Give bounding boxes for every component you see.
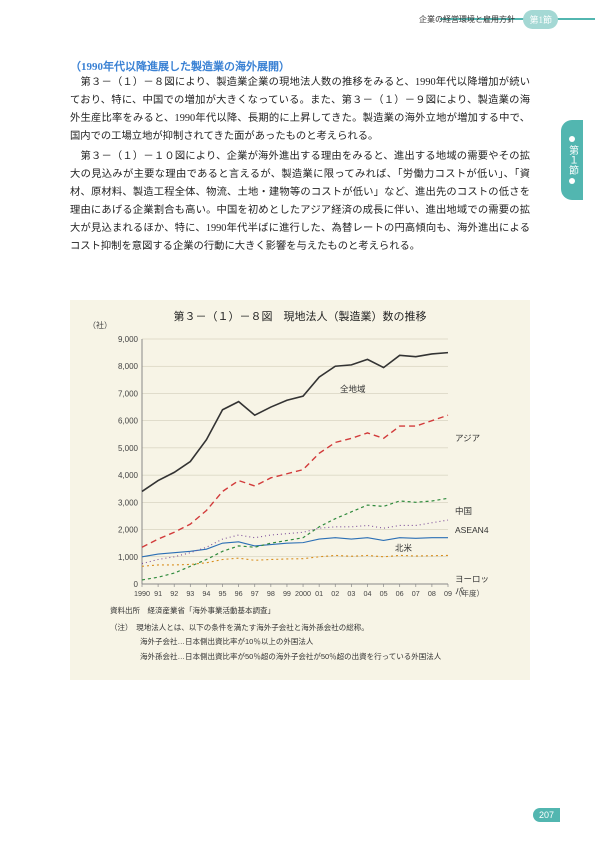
- svg-text:97: 97: [251, 589, 259, 598]
- breadcrumb: 企業の経営環境と雇用方針: [419, 14, 515, 25]
- svg-text:1,000: 1,000: [118, 553, 139, 562]
- svg-text:93: 93: [186, 589, 194, 598]
- series-label: アジア: [455, 432, 480, 444]
- svg-text:08: 08: [428, 589, 436, 598]
- series-label: ASEAN4: [455, 525, 489, 535]
- svg-text:4,000: 4,000: [118, 471, 139, 480]
- svg-text:6,000: 6,000: [118, 417, 139, 426]
- chart-note-2: 海外子会社…日本側出資比率が10％以上の外国法人: [70, 637, 530, 652]
- svg-text:7,000: 7,000: [118, 389, 139, 398]
- svg-text:99: 99: [283, 589, 291, 598]
- chart-note-3: 海外孫会社…日本側出資比率が50％超の海外子会社が50％超の出資を行っている外国…: [70, 652, 530, 667]
- side-tab-label: 第１節: [565, 145, 580, 175]
- svg-text:2000: 2000: [295, 589, 311, 598]
- svg-text:2,000: 2,000: [118, 526, 139, 535]
- chart-svg: 0 1,000 2,000 3,000 4,000 5,000 6,000 7,000 8,00…: [110, 329, 490, 609]
- svg-text:5,000: 5,000: [118, 444, 139, 453]
- svg-text:03: 03: [347, 589, 355, 598]
- svg-text:0: 0: [134, 580, 139, 589]
- svg-text:1990: 1990: [134, 589, 150, 598]
- svg-text:02: 02: [331, 589, 339, 598]
- svg-text:05: 05: [380, 589, 388, 598]
- section-tag: 第1節: [523, 10, 558, 29]
- chart-title: 第３－（１）－８図 現地法人（製造業）数の推移: [70, 300, 530, 324]
- side-tab: 第１節: [561, 120, 583, 200]
- svg-text:01: 01: [315, 589, 323, 598]
- svg-text:8,000: 8,000: [118, 362, 139, 371]
- chart-figure: 第３－（１）－８図 現地法人（製造業）数の推移 （社） 0 1,000 2,000 3…: [70, 300, 530, 680]
- subsection-heading: （1990年代以降進展した製造業の海外展開）: [70, 58, 290, 74]
- series-label: ヨーロッパ: [455, 573, 490, 597]
- chart-y-unit: （社）: [88, 320, 112, 331]
- dot-icon: [569, 178, 575, 184]
- chart-plot-area: 0 1,000 2,000 3,000 4,000 5,000 6,000 7,000 8,00…: [110, 329, 490, 609]
- svg-text:96: 96: [235, 589, 243, 598]
- svg-text:06: 06: [396, 589, 404, 598]
- dot-icon: [569, 136, 575, 142]
- svg-text:9,000: 9,000: [118, 335, 139, 344]
- series-label: 全地域: [340, 383, 366, 395]
- svg-text:09: 09: [444, 589, 452, 598]
- body-paragraph-2: 第３－（１）－１０図により、企業が海外進出する理由をみると、進出する地域の需要や…: [70, 148, 530, 256]
- svg-text:3,000: 3,000: [118, 498, 139, 507]
- svg-text:98: 98: [267, 589, 275, 598]
- svg-text:94: 94: [202, 589, 210, 598]
- series-label: 中国: [455, 505, 472, 517]
- series-label: 北米: [395, 542, 412, 554]
- chart-note-1: （注） 現地法人とは、以下の条件を満たす海外子会社と海外孫会社の総称。: [70, 621, 530, 638]
- svg-text:92: 92: [170, 589, 178, 598]
- svg-text:04: 04: [363, 589, 371, 598]
- page-number: 207: [533, 808, 560, 822]
- svg-text:95: 95: [219, 589, 227, 598]
- svg-text:91: 91: [154, 589, 162, 598]
- svg-text:07: 07: [412, 589, 420, 598]
- body-paragraph-1: 第３－（１）－８図により、製造業企業の現地法人数の推移をみると、1990年代以降…: [70, 74, 530, 146]
